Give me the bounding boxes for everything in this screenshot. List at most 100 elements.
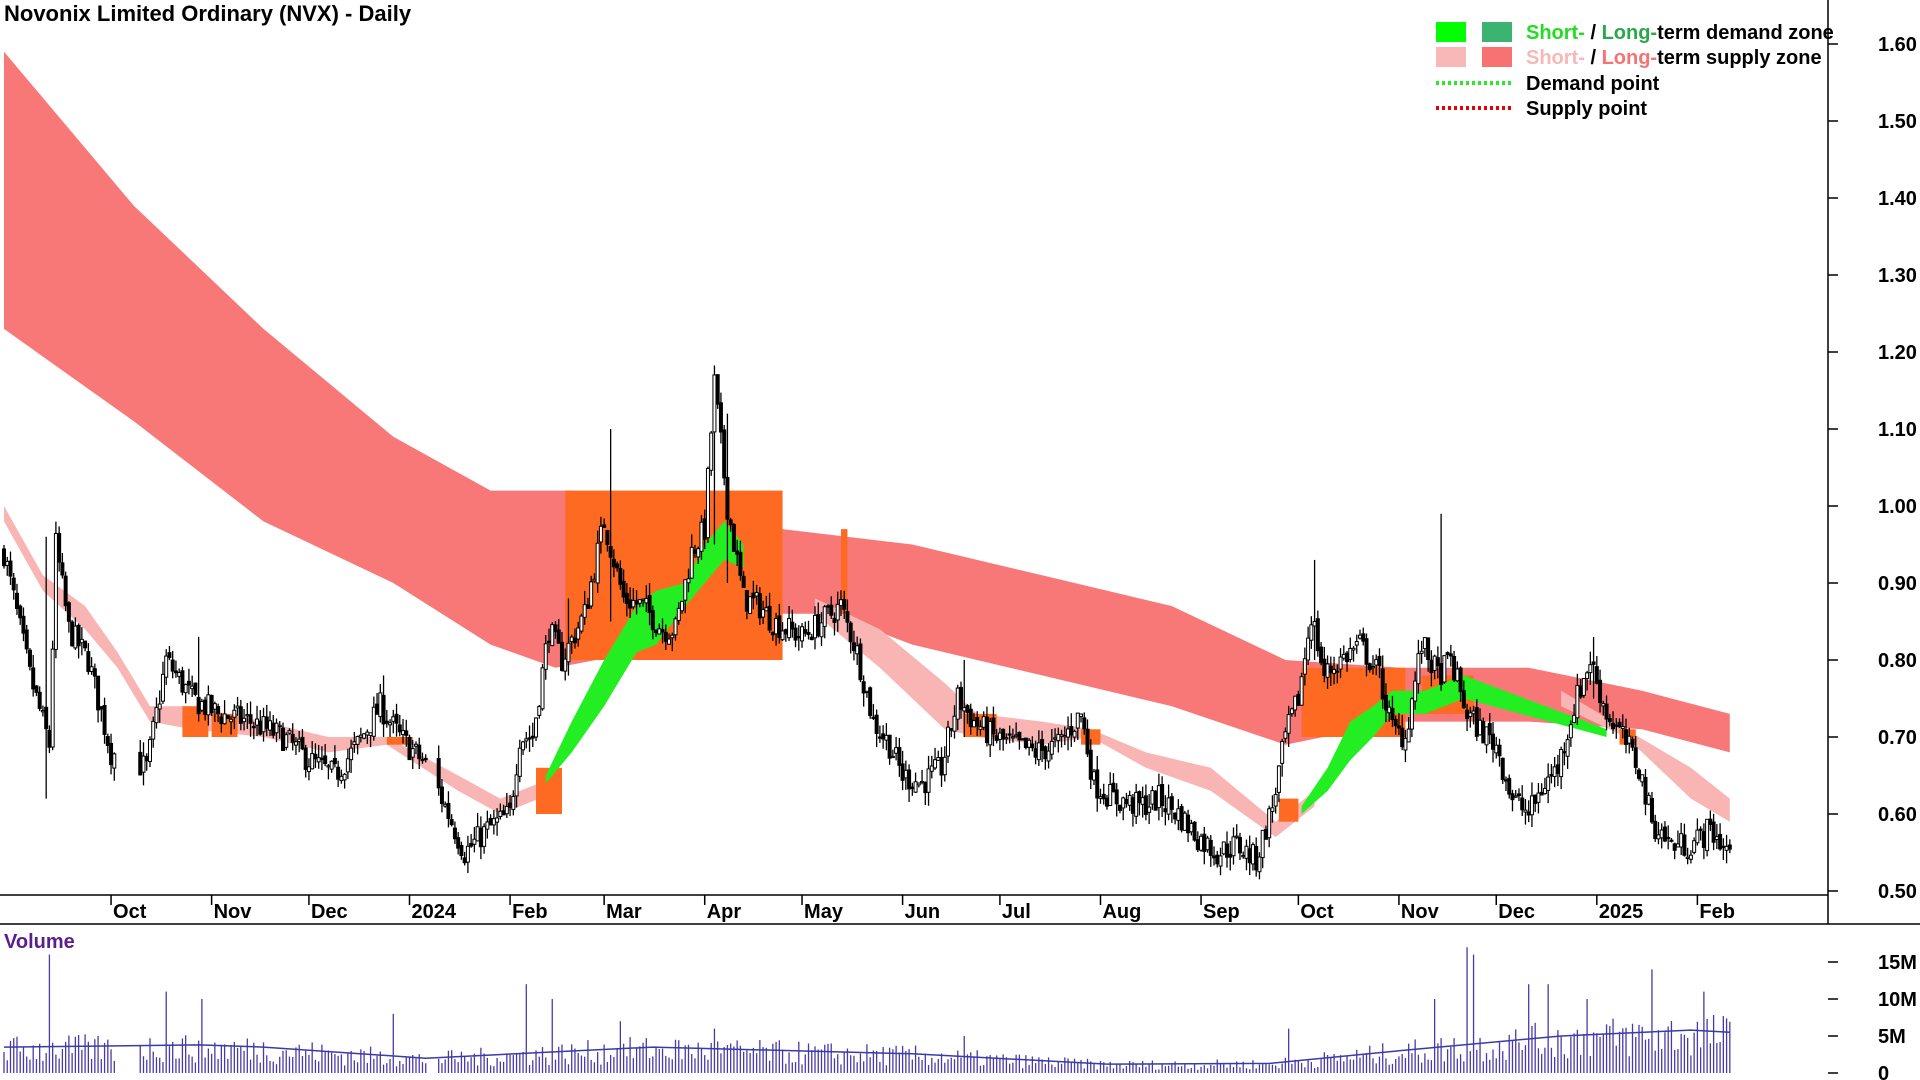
- time-tick-label: Feb: [512, 901, 548, 923]
- candle-body: [1659, 829, 1664, 839]
- candle-body: [274, 722, 279, 734]
- candle-body: [413, 743, 418, 747]
- candle-body: [498, 810, 503, 818]
- candle-body: [439, 786, 444, 805]
- candle-body: [1666, 836, 1671, 840]
- candle-body: [858, 643, 863, 681]
- candle-body: [1225, 843, 1230, 858]
- candle-body: [1581, 677, 1586, 696]
- candle-body: [958, 686, 963, 710]
- price-tick-label: 1.60: [1878, 34, 1917, 56]
- candle-body: [767, 605, 772, 631]
- candle-body: [521, 741, 526, 751]
- price-plot: [2, 51, 1732, 880]
- candle-body: [1049, 740, 1054, 755]
- candle-body: [1338, 656, 1343, 670]
- candle-body: [903, 769, 908, 779]
- candle-body: [813, 614, 818, 639]
- candle-body: [537, 706, 542, 716]
- candle-body: [190, 685, 195, 690]
- candle-body: [637, 599, 642, 604]
- candle-body: [1121, 797, 1126, 809]
- candle-body: [1675, 843, 1680, 848]
- candle-body: [1341, 653, 1346, 659]
- candle-body: [1215, 854, 1220, 865]
- legend-swatch-short: [1436, 22, 1466, 42]
- candle-body: [1263, 828, 1268, 840]
- candle-body: [1150, 790, 1155, 805]
- candle-body: [761, 609, 766, 618]
- candle-body: [417, 744, 422, 760]
- candle-body: [1095, 769, 1100, 799]
- candle-body: [1578, 685, 1583, 698]
- candle-body: [783, 629, 788, 635]
- candle-body: [1633, 747, 1638, 768]
- candle-body: [157, 703, 162, 710]
- candle-body: [1156, 785, 1161, 809]
- short-term-demand-zone: [1301, 675, 1607, 814]
- candle-body: [579, 615, 584, 632]
- candle-body: [910, 786, 915, 790]
- candle-body: [280, 727, 285, 751]
- candle-body: [1299, 676, 1304, 706]
- candle-body: [34, 685, 39, 693]
- candle-body: [1367, 663, 1372, 671]
- candle-body: [1646, 794, 1651, 805]
- candle-body: [1364, 638, 1369, 665]
- candle-body: [316, 757, 321, 763]
- candle-body: [264, 716, 269, 729]
- candle-body: [1040, 739, 1045, 751]
- candle-body: [796, 636, 801, 639]
- candle-body: [894, 747, 899, 754]
- candle-body: [819, 622, 824, 638]
- candle-body: [1043, 746, 1048, 760]
- candle-body: [572, 637, 577, 644]
- candle-body: [1695, 829, 1700, 844]
- candle-body: [936, 757, 941, 761]
- candle-body: [384, 720, 389, 724]
- candle-body: [40, 710, 45, 713]
- candle-body: [1325, 663, 1330, 678]
- candle-body: [598, 525, 603, 543]
- candle-body: [1273, 794, 1278, 807]
- candle-body: [1101, 793, 1106, 800]
- candle-body: [1640, 774, 1645, 783]
- candle-body: [180, 670, 185, 693]
- candle-body: [456, 837, 461, 849]
- candle-body: [991, 717, 996, 735]
- candle-body: [313, 753, 318, 760]
- candle-body: [242, 717, 247, 723]
- candle-body: [1435, 657, 1440, 667]
- candle-body: [1114, 789, 1119, 805]
- candle-body: [404, 730, 409, 736]
- candle-body: [1575, 684, 1580, 719]
- candle-body: [251, 726, 256, 729]
- candle-body: [1536, 792, 1541, 803]
- price-tick-label: 1.10: [1878, 419, 1917, 441]
- candle-body: [1199, 835, 1204, 851]
- candle-body: [715, 374, 720, 405]
- candle-body: [401, 730, 406, 735]
- candle-body: [851, 642, 856, 652]
- candle-body: [1546, 776, 1551, 791]
- candle-body: [407, 736, 412, 761]
- candle-body: [1387, 706, 1392, 714]
- candle-body: [18, 605, 23, 619]
- candle-body: [261, 716, 266, 733]
- volume-tick-label: 10M: [1878, 989, 1917, 1011]
- candle-body: [1228, 853, 1233, 858]
- candle-body: [946, 726, 951, 757]
- time-tick-label: Oct: [1300, 901, 1334, 923]
- candle-body: [310, 753, 315, 770]
- candle-body: [287, 730, 292, 734]
- candle-body: [238, 706, 243, 724]
- legend-label: Demand point: [1526, 73, 1660, 95]
- candle-body: [1312, 620, 1317, 627]
- candle-body: [975, 716, 980, 727]
- candle-body: [290, 733, 295, 743]
- candle-body: [485, 821, 490, 830]
- candle-body: [342, 773, 347, 781]
- candle-body: [855, 645, 860, 655]
- candle-body: [469, 842, 474, 847]
